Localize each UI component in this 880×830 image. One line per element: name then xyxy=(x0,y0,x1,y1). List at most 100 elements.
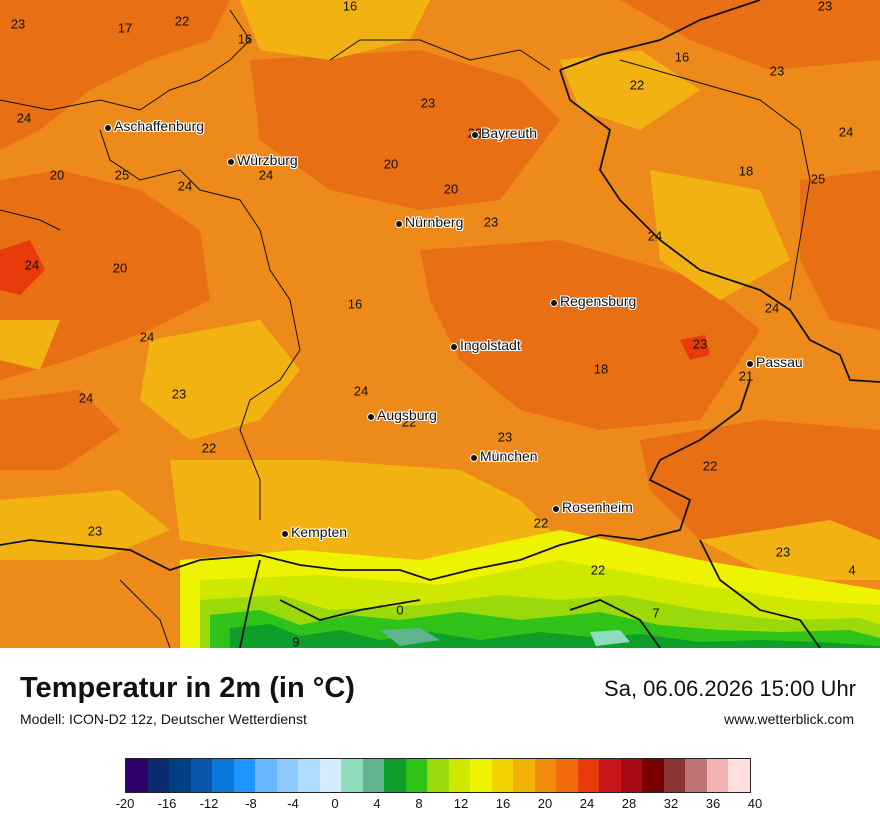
legend-swatch xyxy=(663,759,685,792)
temperature-value: 23 xyxy=(483,214,499,230)
city-label: Aschaffenburg xyxy=(114,118,205,134)
temperature-value: 20 xyxy=(112,260,128,276)
map-footer: Temperatur in 2m (in °C) Modell: ICON-D2… xyxy=(0,648,880,830)
temperature-value: 23 xyxy=(817,0,833,14)
legend-swatch xyxy=(341,759,363,792)
temperature-value: 7 xyxy=(652,605,660,621)
temperature-value: 16 xyxy=(674,49,690,65)
temperature-value: 25 xyxy=(114,167,130,183)
legend-swatch xyxy=(427,759,449,792)
temperature-value: 24 xyxy=(353,383,369,399)
website-link[interactable]: www.wetterblick.com xyxy=(724,711,854,727)
legend-swatch xyxy=(534,759,556,792)
temperature-value: 0 xyxy=(396,602,404,618)
legend-swatch xyxy=(233,759,255,792)
legend-tick-label: 24 xyxy=(579,796,595,811)
temperature-value: 23 xyxy=(10,16,26,32)
city-dot xyxy=(227,158,235,166)
city-dot xyxy=(470,454,478,462)
temperature-value: 23 xyxy=(775,544,791,560)
temperature-value: 9 xyxy=(292,634,300,649)
legend-swatch xyxy=(405,759,427,792)
legend-tick-label: 8 xyxy=(415,796,423,811)
temperature-value: 22 xyxy=(629,77,645,93)
legend-tick-label: -16 xyxy=(157,796,177,811)
legend-tick-label: 36 xyxy=(705,796,721,811)
temperature-value: 22 xyxy=(201,440,217,456)
legend-tick-label: -4 xyxy=(287,796,299,811)
city-label: Augsburg xyxy=(377,407,437,423)
legend-swatch xyxy=(190,759,212,792)
legend-tick-label: 32 xyxy=(663,796,679,811)
legend-swatch xyxy=(706,759,728,792)
legend-swatch xyxy=(513,759,535,792)
legend-swatch xyxy=(298,759,320,792)
temperature-value: 24 xyxy=(647,228,663,244)
legend-swatch xyxy=(126,759,148,792)
city-dot xyxy=(450,343,458,351)
legend-swatch xyxy=(599,759,621,792)
city-dot xyxy=(552,505,560,513)
temperature-value: 24 xyxy=(838,124,854,140)
temperature-value: 24 xyxy=(139,329,155,345)
temperature-value: 24 xyxy=(764,300,780,316)
temperature-value: 18 xyxy=(738,163,754,179)
legend-swatch xyxy=(276,759,298,792)
city-dot xyxy=(367,413,375,421)
legend-swatch xyxy=(319,759,341,792)
city-label: Ingolstadt xyxy=(460,337,521,353)
legend-swatch xyxy=(147,759,169,792)
legend-tick-label: -8 xyxy=(245,796,257,811)
city-dot xyxy=(746,360,754,368)
city-label: Würzburg xyxy=(237,152,298,168)
legend-swatch xyxy=(728,759,750,792)
legend-tick-label: 4 xyxy=(373,796,381,811)
legend-tick-label: 12 xyxy=(453,796,469,811)
temperature-value: 16 xyxy=(342,0,358,14)
legend-swatch xyxy=(362,759,384,792)
legend-tick-label: -20 xyxy=(115,796,135,811)
city-label: Regensburg xyxy=(560,293,637,309)
temperature-value: 21 xyxy=(738,368,754,384)
city-label: München xyxy=(480,448,538,464)
legend-swatch xyxy=(255,759,277,792)
city-dot xyxy=(471,131,479,139)
temperature-value: 24 xyxy=(177,178,193,194)
legend-tick-label: 28 xyxy=(621,796,637,811)
temperature-value: 22 xyxy=(590,562,606,578)
map-field xyxy=(0,0,880,648)
temperature-value: 24 xyxy=(78,390,94,406)
model-source: Modell: ICON-D2 12z, Deutscher Wetterdie… xyxy=(20,711,307,727)
temperature-value: 18 xyxy=(593,361,609,377)
legend-swatch xyxy=(470,759,492,792)
temperature-value: 22 xyxy=(174,13,190,29)
temperature-value: 23 xyxy=(692,336,708,352)
legend-tick-label: 40 xyxy=(747,796,763,811)
legend-swatch xyxy=(620,759,642,792)
temperature-value: 23 xyxy=(171,386,187,402)
temperature-value: 23 xyxy=(497,429,513,445)
temperature-value: 24 xyxy=(16,110,32,126)
legend-swatch xyxy=(448,759,470,792)
city-dot xyxy=(104,124,112,132)
temperature-map[interactable]: 23 17 22 16 16 23 16 23 22 23 24 23 24 20 25 24 24 20 20 23… xyxy=(0,0,880,648)
legend-swatch xyxy=(491,759,513,792)
temperature-value: 20 xyxy=(49,167,65,183)
temperature-value: 16 xyxy=(347,296,363,312)
city-dot xyxy=(550,299,558,307)
temperature-value: 23 xyxy=(420,95,436,111)
temperature-value: 24 xyxy=(258,167,274,183)
legend-swatch xyxy=(212,759,234,792)
temperature-value: 17 xyxy=(117,20,133,36)
temperature-value: 25 xyxy=(810,171,826,187)
city-label: Rosenheim xyxy=(562,499,633,515)
legend-swatch xyxy=(642,759,664,792)
legend-swatch xyxy=(685,759,707,792)
legend-tick-label: 16 xyxy=(495,796,511,811)
legend-swatch xyxy=(384,759,406,792)
legend-tick-label: 0 xyxy=(331,796,339,811)
legend-swatch xyxy=(556,759,578,792)
temperature-value: 23 xyxy=(769,63,785,79)
legend-swatch xyxy=(169,759,191,792)
legend-swatch xyxy=(577,759,599,792)
